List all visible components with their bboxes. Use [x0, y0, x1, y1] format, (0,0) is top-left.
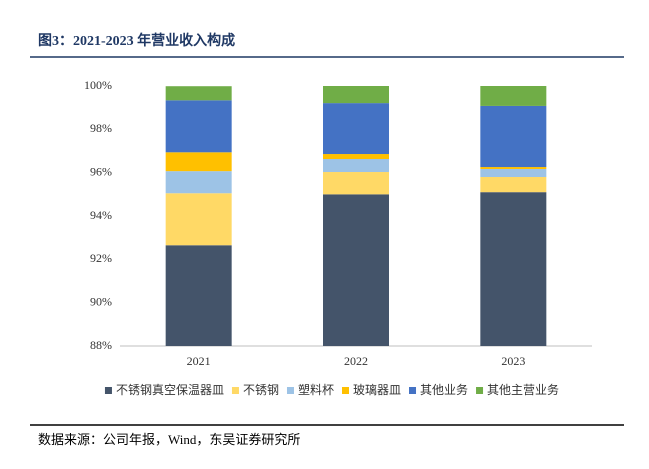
x-tick-label: 2023 — [501, 354, 525, 368]
legend-label: 不锈钢真空保温器皿 — [116, 383, 224, 397]
legend-label: 不锈钢 — [243, 383, 279, 397]
bar-segment — [323, 172, 389, 195]
legend-marker — [409, 387, 417, 394]
bar-segment — [323, 194, 389, 346]
bar-segment — [480, 86, 547, 106]
y-tick-label: 94% — [90, 208, 112, 222]
legend-marker — [104, 387, 112, 394]
bar-segment — [480, 192, 547, 346]
legend-label: 塑料杯 — [298, 382, 334, 397]
legend-label: 其他业务 — [420, 382, 468, 397]
bar-segment — [165, 152, 232, 172]
legend-marker — [342, 387, 349, 394]
legend-marker — [286, 387, 294, 394]
legend-label: 其他主营业务 — [487, 382, 559, 397]
bar-segment — [480, 167, 547, 169]
source: 数据来源：公司年报，Wind，东吴证券研究所 — [38, 432, 300, 447]
bar-segment — [165, 171, 232, 194]
y-tick-label: 96% — [90, 164, 112, 178]
bar-segment — [323, 154, 389, 160]
bar-segment — [165, 86, 232, 101]
bar-segment — [165, 193, 232, 246]
title: 图3：2021-2023 年营业收入构成 — [38, 32, 235, 49]
bar-segment — [165, 100, 232, 153]
x-tick-label: 2022 — [344, 354, 368, 368]
bar-segment — [165, 245, 232, 346]
y-tick-label: 88% — [90, 338, 112, 352]
x-tick-label: 2021 — [187, 354, 211, 368]
y-tick-label: 92% — [90, 251, 112, 265]
y-tick-label: 98% — [90, 121, 112, 135]
bar-segment — [323, 86, 389, 104]
legend-marker — [231, 387, 239, 394]
bar-segment — [480, 177, 547, 193]
legend-marker — [476, 387, 484, 394]
bar-segment — [480, 105, 547, 168]
bar-segment — [323, 159, 389, 173]
legend-label: 玻璃器皿 — [353, 383, 401, 397]
y-tick-label: 100% — [84, 78, 112, 92]
bar-segment — [480, 168, 547, 177]
bar-segment — [323, 103, 389, 155]
y-tick-label: 90% — [90, 294, 112, 308]
